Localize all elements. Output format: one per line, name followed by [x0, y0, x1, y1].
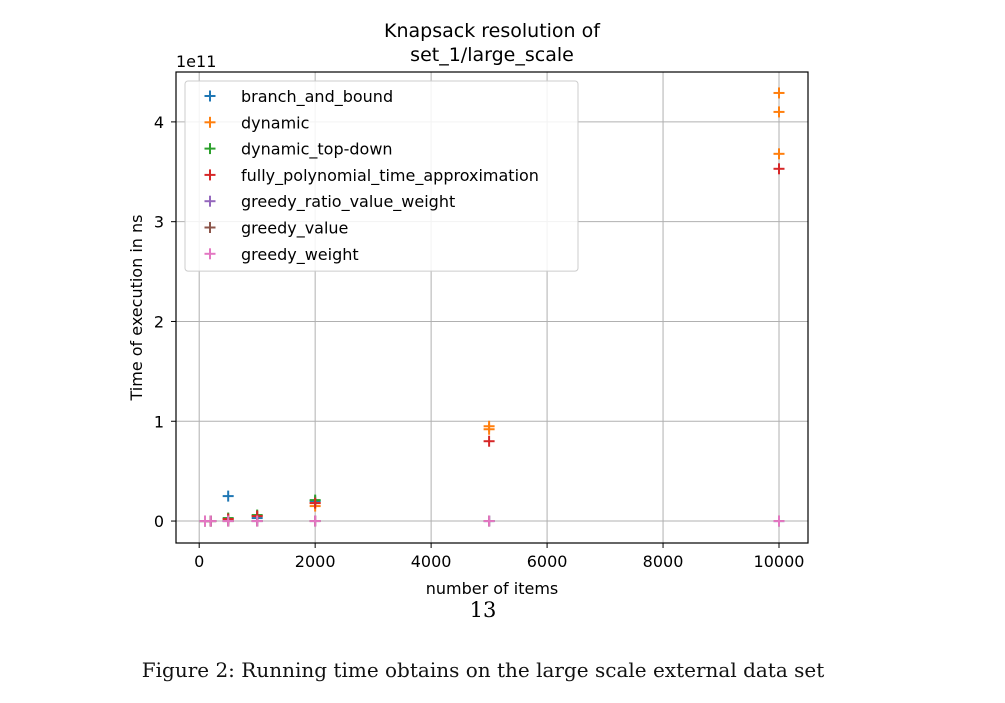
data-point: [773, 106, 785, 118]
chart-title-line: set_1/large_scale: [410, 44, 574, 66]
series-greedy_weight: [199, 515, 785, 527]
data-point: [483, 515, 495, 527]
x-tick-label: 4000: [411, 552, 452, 571]
y-axis-label: Time of execution in ns: [127, 215, 146, 402]
x-tick-label: 2000: [295, 552, 336, 571]
legend-box: [184, 80, 579, 272]
legend-label: fully_polynomial_time_approximation: [241, 166, 539, 186]
y-offset-label: 1e11: [176, 52, 216, 71]
data-point: [483, 420, 495, 432]
legend-label: branch_and_bound: [241, 87, 393, 107]
legend-label: greedy_weight: [241, 245, 359, 265]
y-tick-label: 0: [154, 512, 164, 531]
data-point: [773, 515, 785, 527]
x-tick-label: 0: [194, 552, 204, 571]
y-tick-label: 3: [154, 213, 164, 232]
chart-title-line: Knapsack resolution of: [384, 20, 601, 42]
data-point: [251, 515, 263, 527]
y-tick-label: 4: [154, 113, 164, 132]
legend-item: dynamic_top-down: [204, 140, 393, 160]
data-point: [483, 435, 495, 447]
legend-item: greedy_value: [204, 219, 348, 239]
x-tick-label: 10000: [754, 552, 805, 571]
data-point: [222, 490, 234, 502]
y-tick-label: 1: [154, 412, 164, 431]
data-point: [309, 497, 321, 509]
legend-item: branch_and_bound: [204, 87, 393, 107]
data-point: [773, 87, 785, 99]
legend-label: dynamic_top-down: [241, 140, 393, 160]
legend-item: fully_polynomial_time_approximation: [204, 166, 539, 186]
data-point: [773, 148, 785, 160]
legend-item: greedy_ratio_value_weight: [204, 192, 455, 212]
scatter-chart: 0 2000 4000 6000 8000 10000 0 1 2 3 4 1e11 number of…: [127, 20, 809, 598]
figure-caption: Figure 2: Running time obtains on the la…: [141, 658, 825, 682]
x-axis-label: number of items: [426, 579, 559, 598]
legend-label: greedy_value: [241, 219, 348, 239]
data-point: [309, 515, 321, 527]
axes-frame: [175, 71, 809, 544]
x-tick-label: 8000: [643, 552, 684, 571]
page-number: 13: [469, 598, 497, 622]
legend-label: greedy_ratio_value_weight: [241, 192, 455, 212]
data-point: [205, 515, 217, 527]
x-tick-label: 6000: [527, 552, 568, 571]
legend-label: dynamic: [241, 113, 309, 132]
data-point: [222, 515, 234, 527]
legend-item: dynamic: [204, 113, 309, 132]
y-tick-label: 2: [154, 312, 164, 331]
legend-item: greedy_weight: [204, 245, 359, 265]
data-point: [773, 163, 785, 175]
